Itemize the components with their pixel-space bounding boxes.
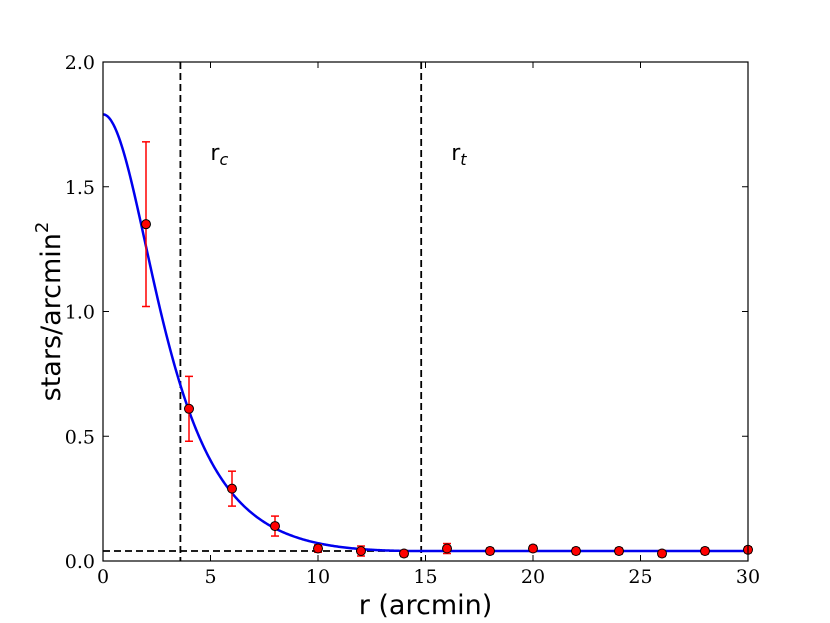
y-axis-label-superscript: 2 — [32, 222, 53, 233]
plot-frame — [102, 61, 749, 562]
data-point-5 — [313, 543, 323, 554]
data-point-4 — [270, 521, 280, 532]
data-point-8 — [442, 543, 452, 554]
annotation-label-2: rt — [451, 141, 467, 169]
y-tick-label-1: 0.0 — [65, 551, 95, 573]
data-point-6 — [356, 546, 366, 557]
fit-curve — [102, 113, 748, 553]
data-point-11 — [571, 546, 581, 557]
data-point-3 — [227, 483, 237, 494]
x-tick-label-2: 5 — [204, 566, 216, 588]
x-tick-label-3: 10 — [306, 566, 330, 588]
annotation-label-base-2: r — [451, 141, 461, 166]
annotation-label-1: rc — [210, 141, 228, 169]
x-axis-label: r (arcmin) — [359, 590, 493, 621]
data-point-13 — [657, 548, 667, 559]
data-point-12 — [614, 546, 624, 557]
y-tick-label-3: 1.0 — [65, 302, 95, 324]
data-point-14 — [700, 546, 710, 557]
data-point-9 — [485, 546, 495, 557]
data-point-10 — [528, 543, 538, 554]
x-tick-label-5: 20 — [521, 566, 545, 588]
x-tick-label-7: 30 — [736, 566, 760, 588]
y-axis-label: stars/arcmin2 — [32, 222, 67, 402]
data-points — [141, 141, 753, 559]
annotation-label-base-1: r — [210, 141, 220, 166]
data-point-1 — [141, 219, 151, 230]
y-tick-label-4: 1.5 — [65, 177, 95, 199]
annotation-label-subscript-2: t — [460, 150, 467, 169]
x-tick-label-1: 0 — [97, 566, 109, 588]
annotations: rc rt — [210, 141, 467, 169]
axes-frame — [102, 61, 749, 562]
x-tick-label-6: 25 — [628, 566, 652, 588]
y-axis-label-base: stars/arcmin — [36, 233, 67, 401]
reference-lines — [103, 62, 748, 561]
ticks: 0 5 10 15 20 25 30 0.0 0.5 1.0 1.5 2.0 — [65, 52, 760, 588]
data-point-7 — [399, 548, 409, 559]
y-tick-label-5: 2.0 — [65, 52, 95, 74]
x-tick-label-4: 15 — [413, 566, 437, 588]
annotation-label-subscript-1: c — [219, 150, 228, 169]
y-tick-label-2: 0.5 — [65, 426, 95, 448]
data-point-2 — [184, 403, 194, 414]
fit-curve-layer — [102, 113, 748, 553]
